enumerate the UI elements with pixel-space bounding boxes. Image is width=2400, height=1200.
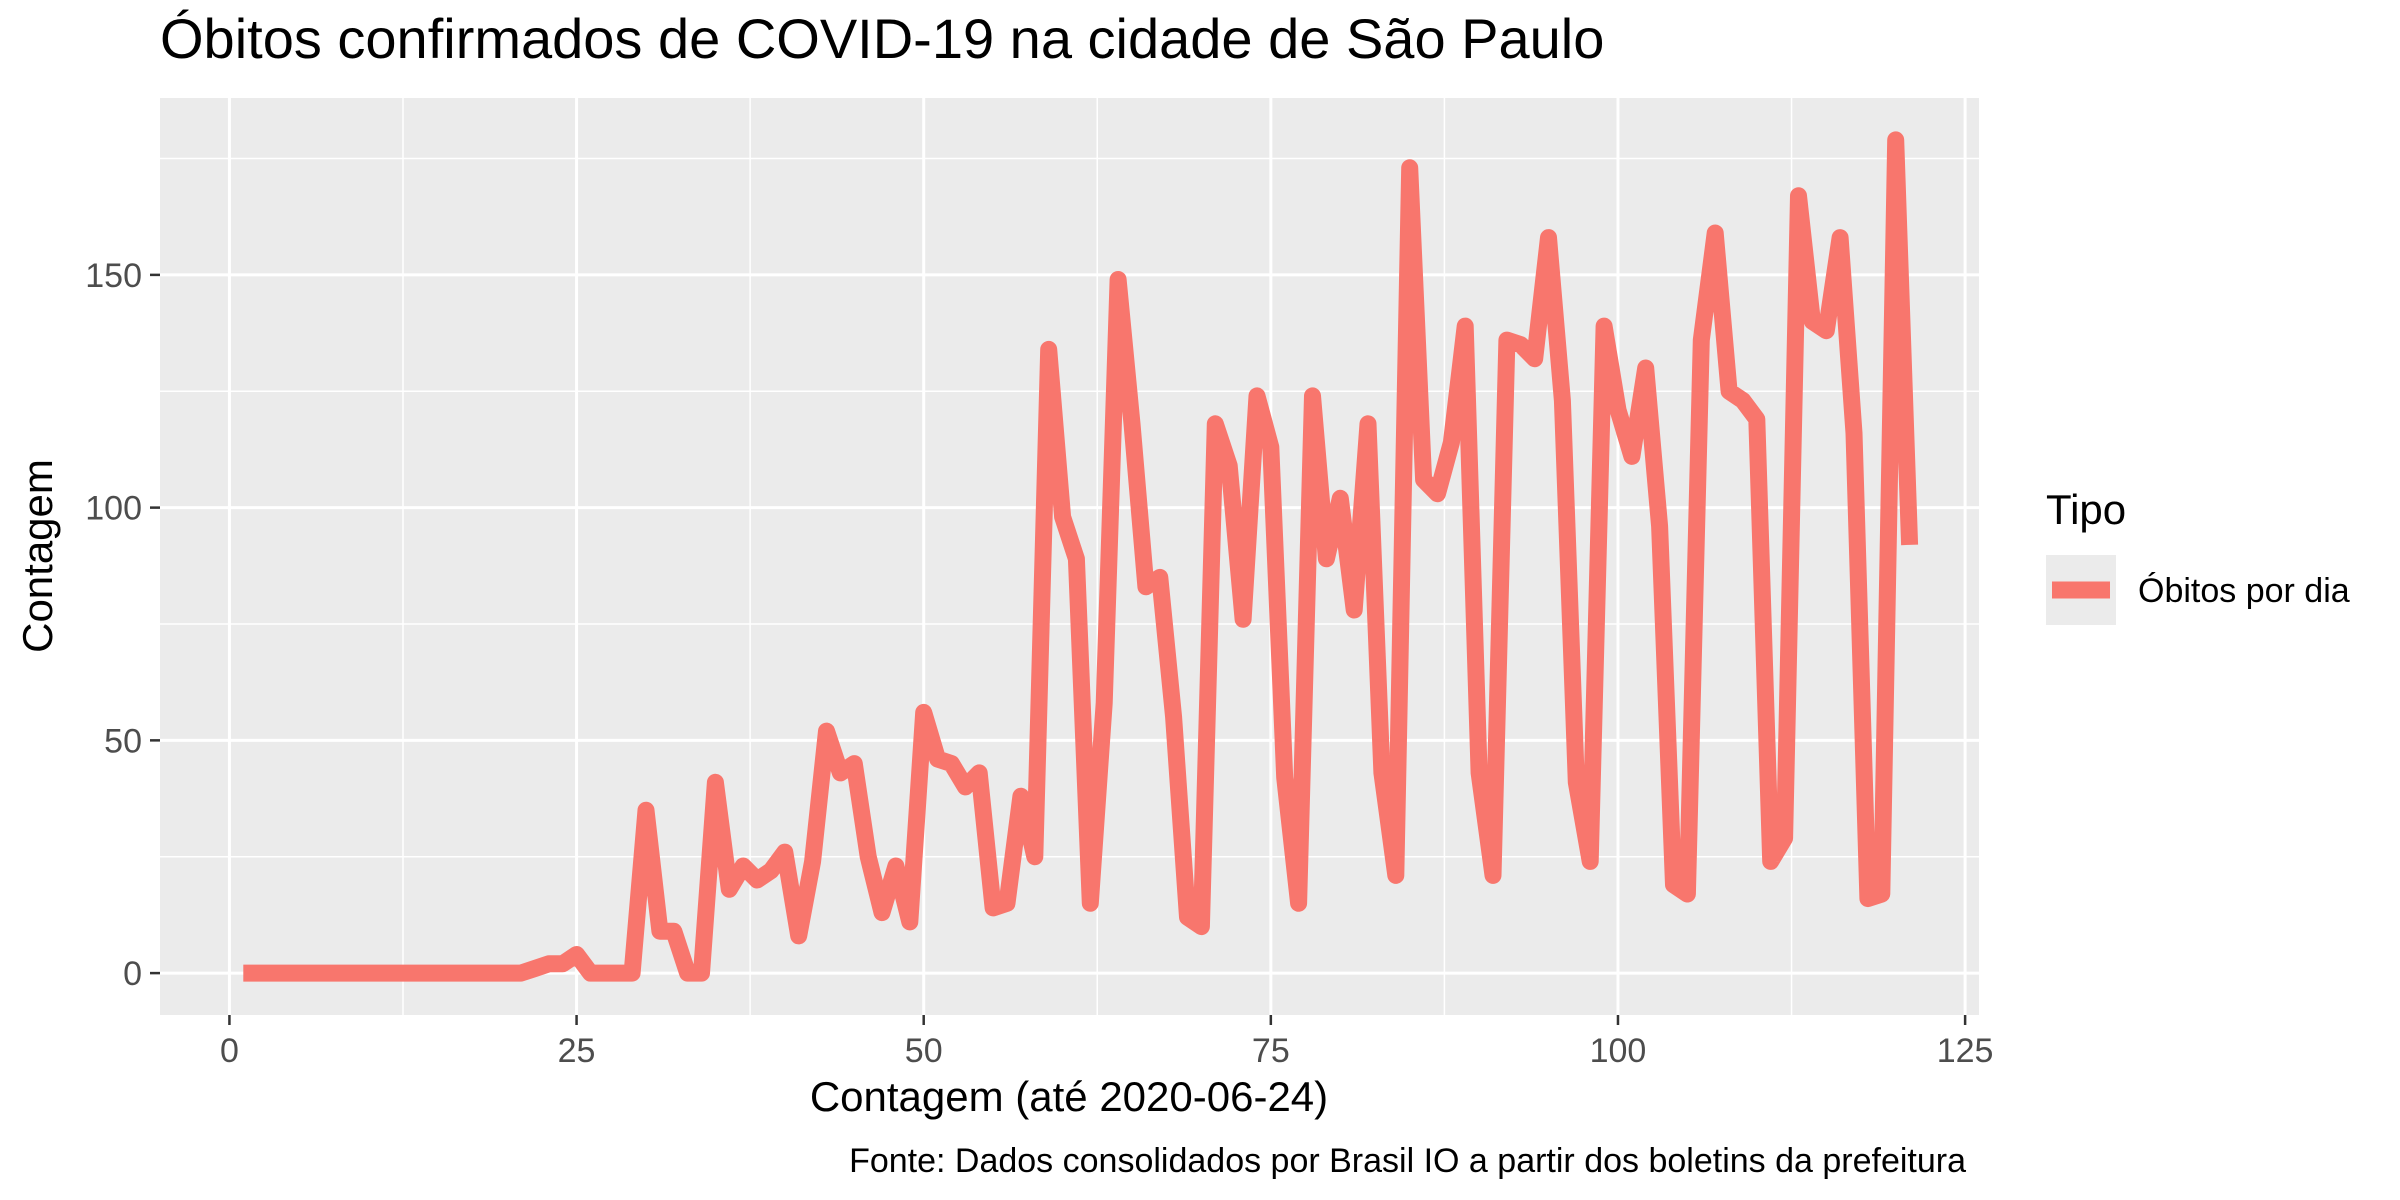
y-axis-label: Contagem bbox=[14, 459, 61, 653]
x-axis: 0 25 50 75 100 125 bbox=[220, 1015, 1994, 1070]
x-tick-label: 125 bbox=[1937, 1032, 1994, 1070]
x-tick-label: 50 bbox=[905, 1032, 943, 1070]
series-line bbox=[243, 131, 1919, 982]
y-tick-label: 150 bbox=[85, 257, 142, 295]
x-tick-label: 75 bbox=[1252, 1032, 1290, 1070]
x-tick-label: 0 bbox=[220, 1032, 239, 1070]
y-tick-label: 100 bbox=[85, 490, 142, 528]
series-layer bbox=[243, 131, 1919, 982]
chart-title: Óbitos confirmados de COVID-19 na cidade… bbox=[160, 7, 1604, 70]
legend-title: Tipo bbox=[2046, 486, 2126, 533]
y-tick-label: 0 bbox=[123, 955, 142, 993]
x-tick-label: 100 bbox=[1590, 1032, 1647, 1070]
legend-label: Óbitos por dia bbox=[2138, 572, 2350, 610]
caption: Fonte: Dados consolidados por Brasil IO … bbox=[849, 1142, 1966, 1180]
legend: Tipo Óbitos por dia bbox=[2046, 486, 2350, 625]
y-axis: 0 50 100 150 bbox=[85, 257, 160, 993]
x-axis-label: Contagem (até 2020-06-24) bbox=[810, 1073, 1328, 1120]
x-tick-label: 25 bbox=[558, 1032, 596, 1070]
y-tick-label: 50 bbox=[104, 722, 142, 760]
